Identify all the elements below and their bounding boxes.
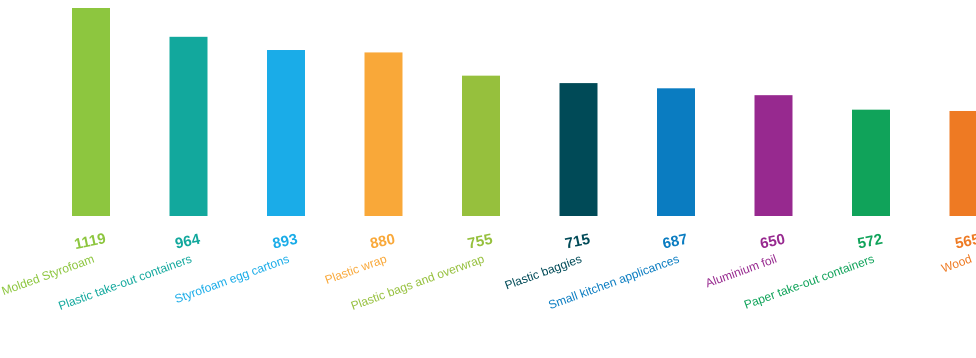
bar-4 [462,75,500,217]
bar-6 [657,88,695,216]
category-label-9: Wood [939,252,973,276]
value-label-9: 565 [954,231,976,253]
category-label-3: Plastic wrap [323,252,389,287]
value-label-3: 880 [369,231,397,253]
bar-0 [72,8,110,216]
value-label-6: 687 [661,231,689,253]
value-label-7: 650 [759,231,787,253]
bar-5 [559,83,598,217]
bar-3 [364,52,403,216]
value-label-5: 715 [564,231,592,253]
value-label-1: 964 [174,231,203,253]
category-label-7: Aluminium foil [704,252,779,291]
value-label-8: 572 [856,231,884,253]
value-label-0: 1119 [73,230,108,253]
bar-9 [949,110,976,216]
bar-7 [754,95,793,216]
bars-group [72,8,976,217]
value-label-4: 755 [466,231,494,253]
bar-8 [852,109,890,216]
value-label-2: 893 [271,231,299,253]
category-label-5: Plastic baggies [503,252,584,293]
bar-1 [169,36,208,217]
bar-2 [267,50,305,216]
